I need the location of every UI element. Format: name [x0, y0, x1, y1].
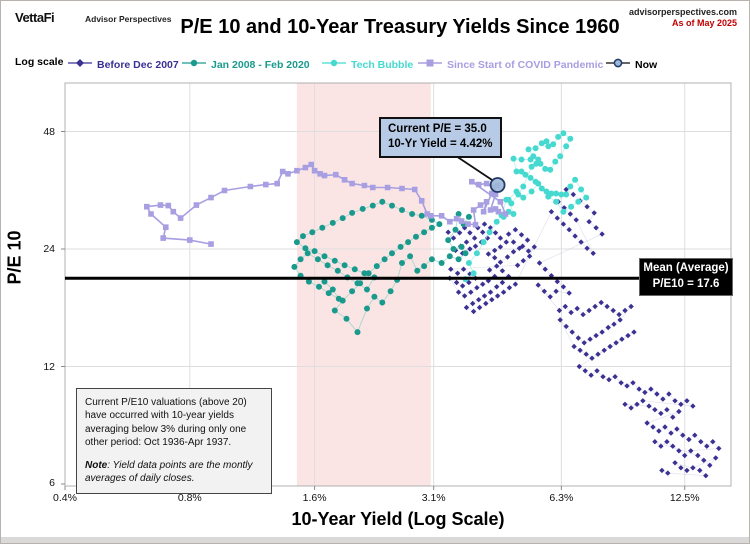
legend-item-since-covid: Since Start of COVID Pandemic [417, 56, 603, 74]
y-tick-label: 24 [43, 243, 55, 255]
current-value-callout: Current P/E = 35.0 10-Yr Yield = 4.42% [379, 117, 502, 158]
legend-label: Tech Bubble [351, 59, 414, 71]
legend-label: Now [635, 59, 658, 71]
advisor-perspectives-logo-text: Advisor Perspectives [85, 14, 172, 24]
y-tick-label: 48 [43, 125, 55, 138]
window-bottom-edge [1, 537, 749, 543]
series-points-diamonds [445, 186, 722, 479]
callout-line1: Current P/E = 35.0 [388, 123, 487, 135]
legend-item-now: Now [605, 56, 657, 74]
callout-line2: 10-Yr Yield = 4.42% [388, 137, 493, 150]
site-url-text: advisorperspectives.com [628, 7, 737, 17]
legend-label: Before Dec 2007 [97, 59, 179, 71]
x-tick-label: 6.3% [549, 492, 574, 504]
x-tick-label: 3.1% [421, 492, 446, 504]
y-axis-title: P/E 10 [4, 230, 25, 285]
x-tick-label: 12.5% [669, 492, 700, 504]
legend-label: Since Start of COVID Pandemic [447, 59, 604, 71]
x-tick-label: 0.8% [177, 492, 202, 504]
diamond-marker-icon [67, 56, 93, 74]
as-of-date: As of May 2025 [671, 18, 737, 28]
mean-line-label: Mean (Average) P/E10 = 17.6 [639, 258, 733, 297]
note-box: Current P/E10 valuations (above 20) have… [76, 388, 272, 494]
chart-title: P/E 10 and 10-Year Treasury Yields Since… [180, 16, 620, 38]
series-line [293, 201, 470, 333]
series-line [447, 189, 720, 477]
y-tick-label: 12 [43, 360, 55, 373]
mean-label-line1: Mean (Average) [643, 262, 729, 274]
note-box-paragraph: Current P/E10 valuations (above 20) have… [85, 397, 247, 448]
legend-item-before-dec-2007: Before Dec 2007 [67, 56, 179, 74]
x-tick-label: 1.6% [302, 492, 327, 504]
legend-item-jan2008-feb2020: Jan 2008 - Feb 2020 [181, 56, 310, 74]
note-box-note: Note: Yield data points are the montly a… [85, 459, 263, 486]
x-axis-title: 10-Year Yield (Log Scale) [291, 509, 505, 529]
note-text: : Yield data points are the montly avera… [85, 460, 253, 485]
vettafi-logo: VettaFi [15, 10, 55, 25]
square-marker-icon [417, 56, 443, 74]
ring-marker-icon [605, 56, 631, 74]
x-tick-label: 0.4% [53, 492, 77, 504]
now-point [489, 177, 506, 193]
series-points-dots [291, 198, 472, 336]
log-scale-note: Log scale [15, 56, 64, 68]
legend-item-tech-bubble: Tech Bubble [321, 56, 413, 74]
y-tick-label: 6 [49, 477, 55, 489]
legend-label: Jan 2008 - Feb 2020 [211, 59, 310, 71]
mean-label-line2: P/E10 = 17.6 [652, 277, 720, 290]
circle-marker-icon [321, 56, 347, 74]
circle-marker-icon [181, 56, 207, 74]
note-label: Note [85, 460, 108, 472]
